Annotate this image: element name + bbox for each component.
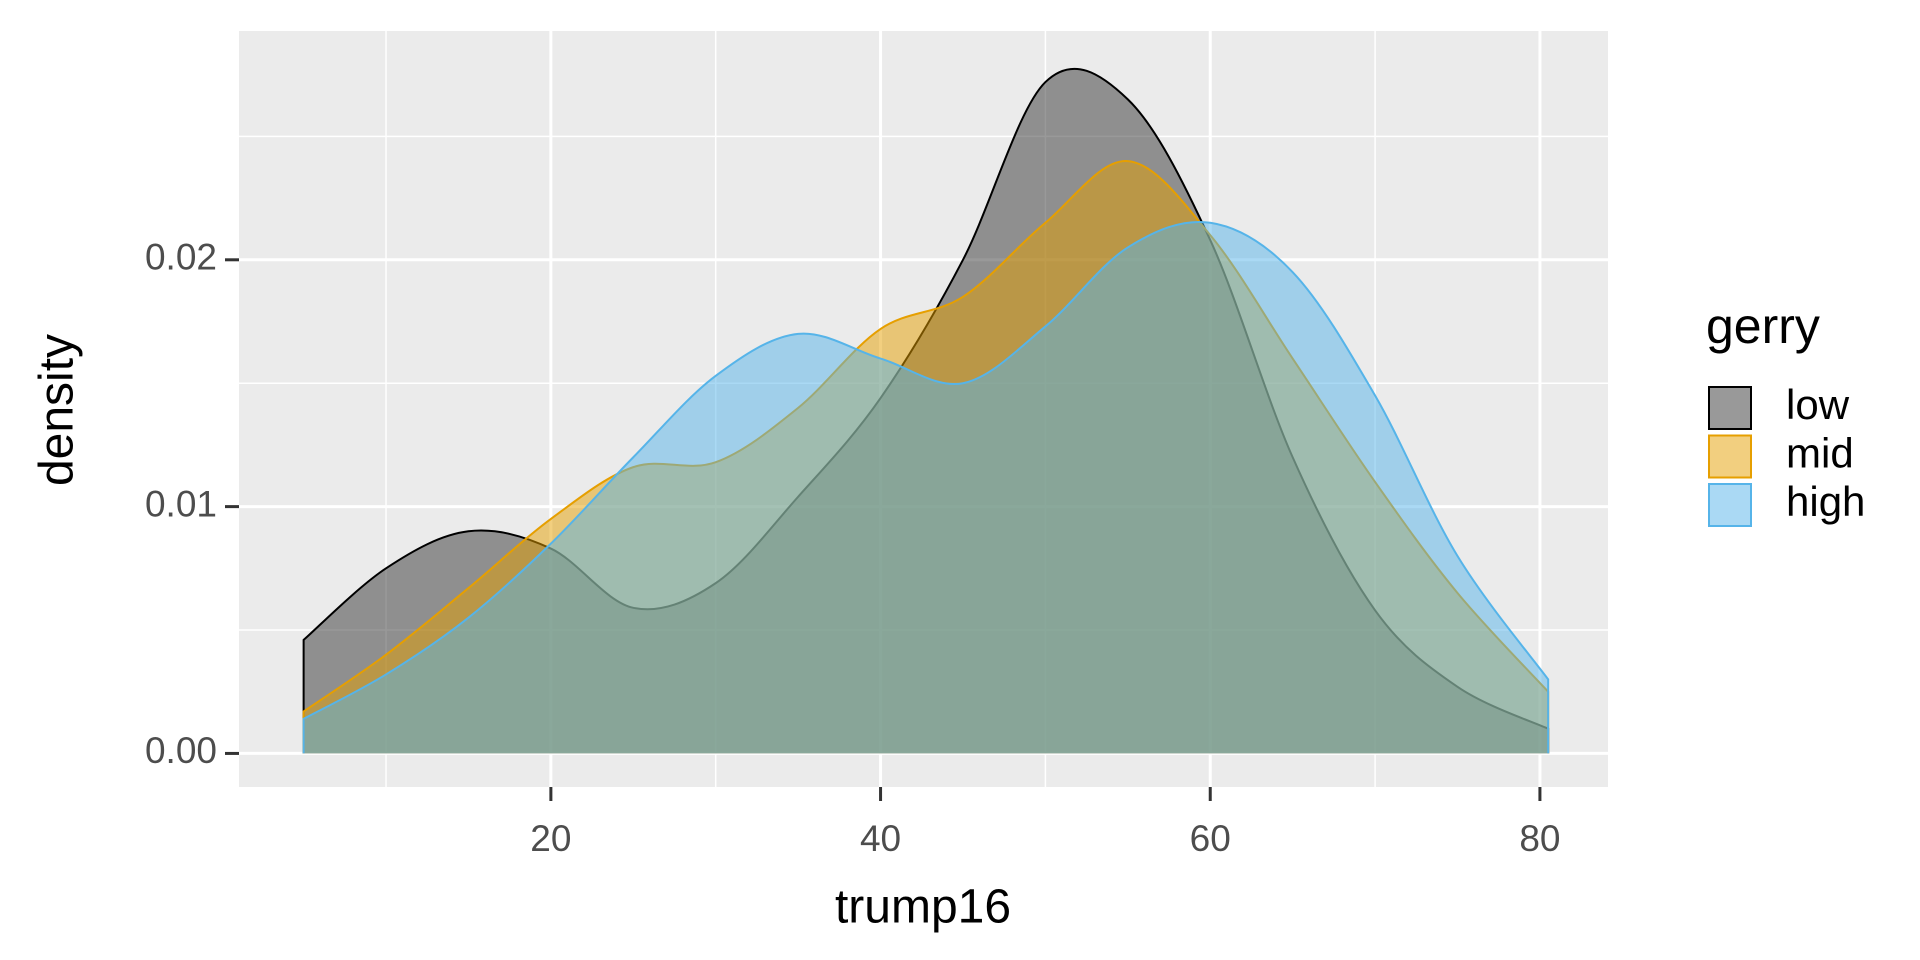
legend-label: high bbox=[1786, 478, 1865, 525]
legend-key bbox=[1708, 386, 1752, 430]
x-axis-title: trump16 bbox=[835, 881, 1011, 934]
x-tick-label: 20 bbox=[530, 818, 571, 859]
legend-label: low bbox=[1786, 381, 1850, 428]
x-tick-label: 80 bbox=[1519, 818, 1560, 859]
legend-label: mid bbox=[1786, 430, 1854, 477]
density-line bbox=[302, 221, 1550, 754]
x-tick-label: 60 bbox=[1190, 818, 1231, 859]
legend-title: gerry bbox=[1706, 298, 1820, 354]
y-axis-title: density bbox=[31, 334, 84, 486]
legend-key bbox=[1708, 434, 1752, 479]
y-tick-label: 0.00 bbox=[145, 730, 217, 771]
density-area bbox=[303, 221, 1549, 754]
y-tick-label: 0.02 bbox=[145, 237, 217, 278]
x-tick-label: 40 bbox=[860, 818, 901, 859]
legend-key bbox=[1708, 483, 1752, 527]
y-tick-label: 0.01 bbox=[145, 483, 217, 524]
